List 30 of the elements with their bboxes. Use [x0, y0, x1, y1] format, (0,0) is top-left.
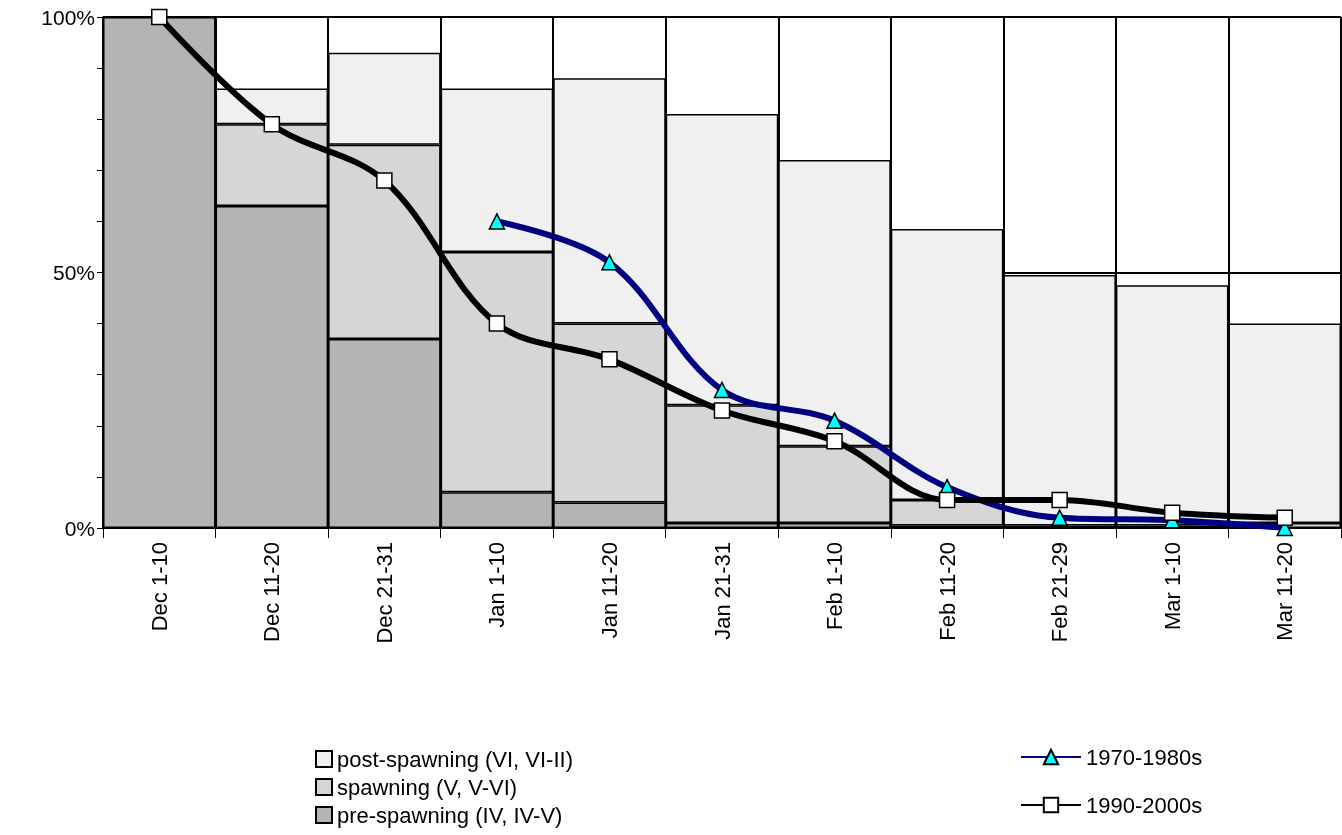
point	[601, 351, 618, 368]
point	[151, 8, 168, 26]
legend-label: spawning (V, V-VI)	[337, 774, 518, 800]
point	[938, 491, 956, 509]
legend-label: pre-spawning (IV, IV-V)	[337, 802, 563, 828]
x-tick-label: Feb 21-29	[1047, 542, 1073, 643]
x-tick-label: Mar 1-10	[1159, 542, 1185, 631]
x-tick-label: Dec 1-10	[146, 542, 172, 632]
legend-label: post-spawning (VI, VI-II)	[337, 746, 573, 772]
x-tick-label: Jan 21-31	[709, 542, 735, 640]
y-tick-label: 50%	[52, 261, 95, 284]
point	[713, 402, 731, 419]
point	[1163, 504, 1181, 521]
x-tick-label: Feb 11-20	[934, 542, 960, 641]
x-tick-label: Feb 1-10	[822, 542, 848, 631]
x-tick-label: Dec 11-20	[259, 542, 285, 642]
point	[376, 172, 393, 189]
x-tick-label: Dec 21-31	[371, 542, 397, 644]
x-tick-label: Jan 1-10	[484, 542, 510, 628]
legend-label: 1970-1980s	[1086, 744, 1203, 770]
point	[826, 432, 843, 450]
legend-label: 1990-2000s	[1086, 792, 1203, 818]
x-tick-label: Mar 11-20	[1272, 542, 1298, 641]
point	[488, 315, 506, 332]
y-tick-label: 0%	[64, 516, 95, 540]
point	[1051, 491, 1068, 509]
point	[263, 116, 281, 133]
x-tick-label: Jan 11-20	[596, 542, 622, 639]
point	[1276, 509, 1293, 527]
y-tick-label: 100%	[41, 5, 95, 29]
